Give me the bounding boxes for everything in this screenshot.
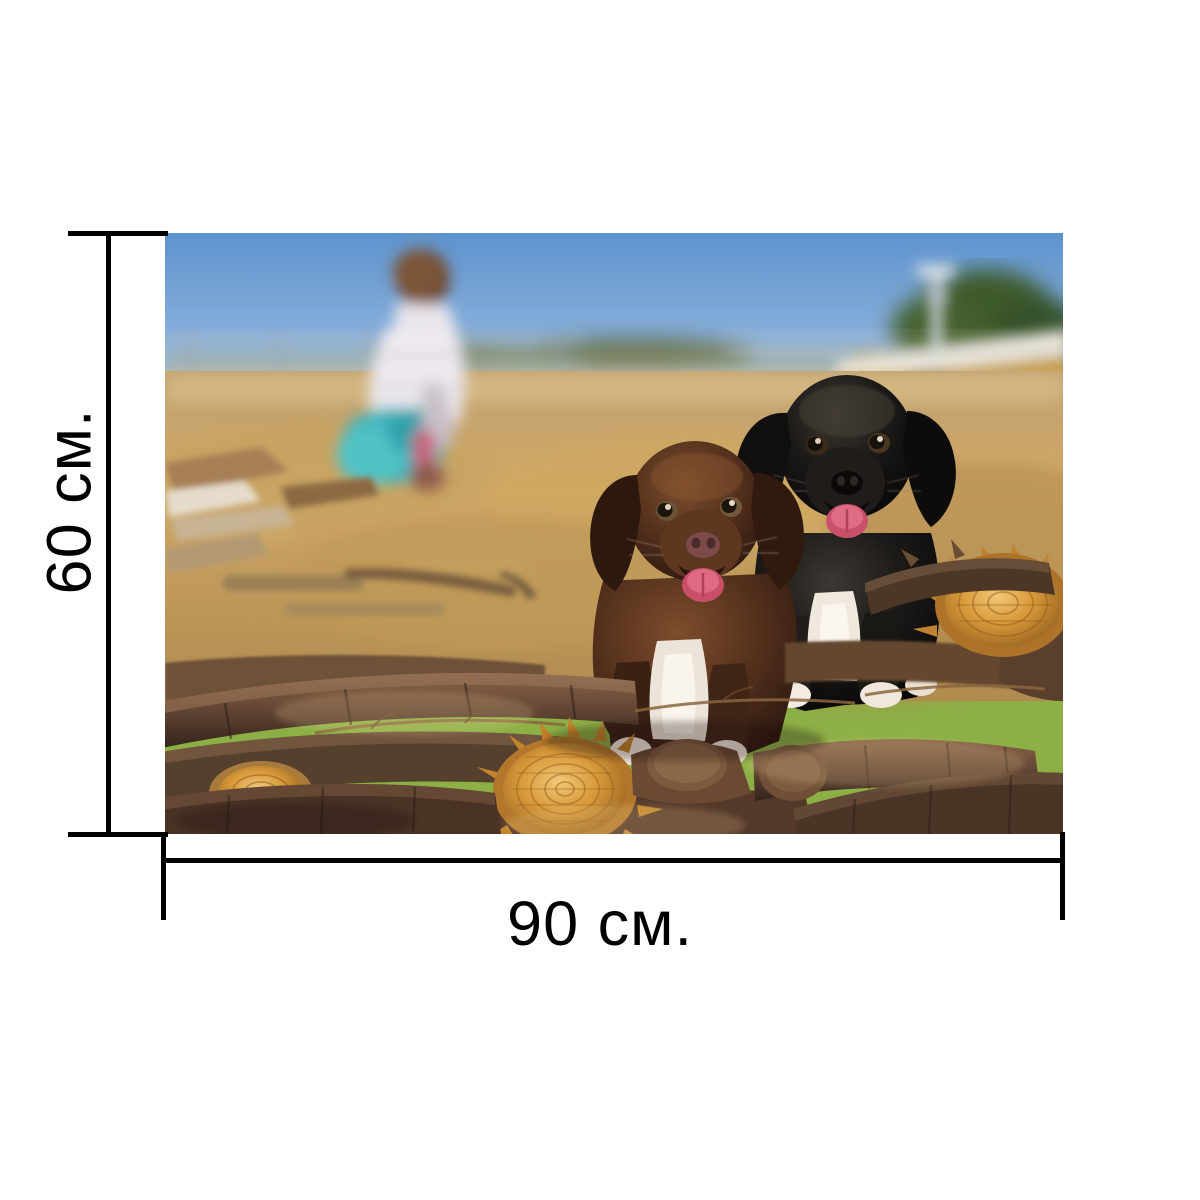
photo-illustration (165, 233, 1063, 834)
width-tick-right (1060, 832, 1065, 920)
width-tick-left (161, 832, 166, 920)
height-dimension-line (106, 233, 111, 834)
height-dimension-label: 60 см. (34, 408, 105, 595)
firewood-pile (165, 539, 1063, 834)
height-tick-top (68, 231, 168, 236)
height-tick-bottom (68, 832, 168, 837)
product-photo (165, 233, 1063, 834)
width-dimension-label: 90 см. (507, 889, 693, 959)
width-dimension-line (163, 858, 1065, 863)
background-wood-scraps (165, 447, 537, 616)
background-person (337, 249, 466, 491)
